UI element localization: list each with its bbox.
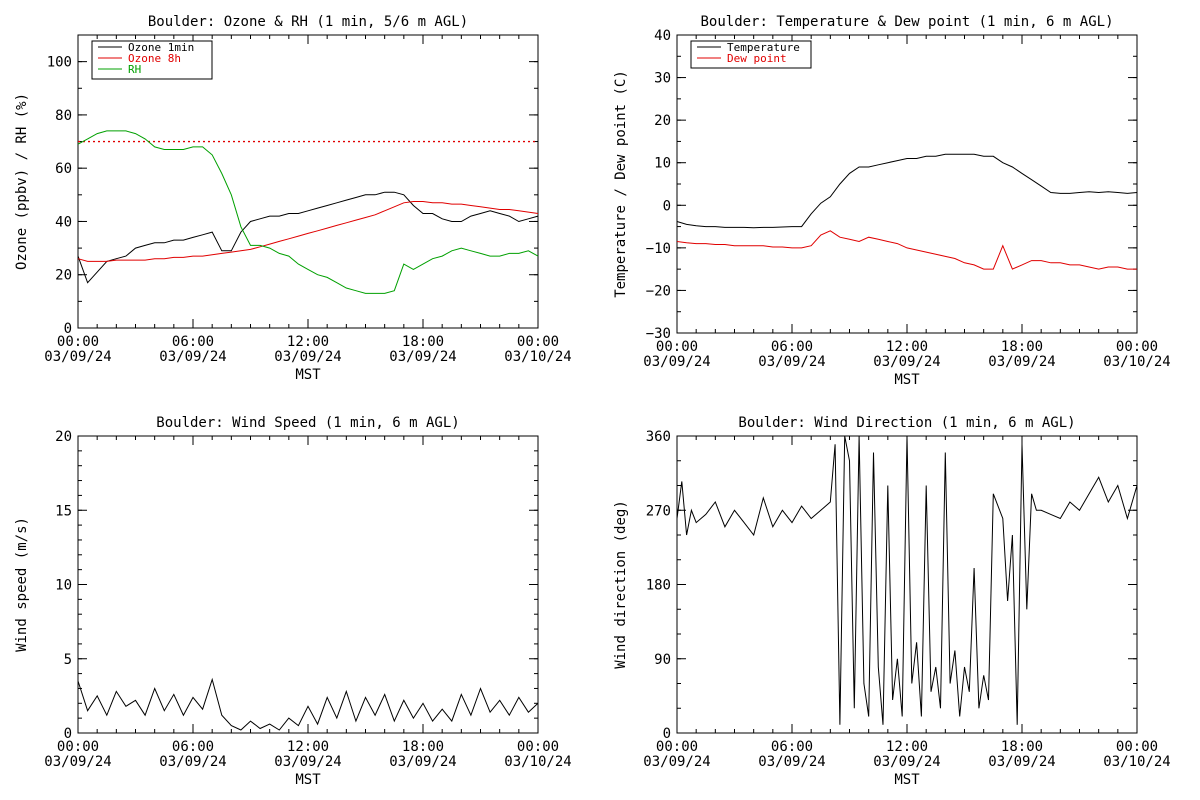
series-line-2 — [77, 201, 539, 262]
y-tick-label: 30 — [654, 71, 671, 87]
y-tick-label: 15 — [55, 503, 72, 519]
y-tick-label: 60 — [55, 161, 72, 177]
x-tick-date-label: 03/09/24 — [988, 354, 1055, 370]
x-tick-date-label: 03/09/24 — [44, 349, 111, 365]
plot-frame — [676, 435, 1138, 734]
y-axis-label: Ozone (ppbv) / RH (%) — [14, 93, 30, 270]
x-tick-label: 00:00 — [1116, 739, 1158, 755]
x-tick-label: 06:00 — [172, 739, 214, 755]
y-tick-label: 90 — [654, 652, 671, 668]
y-tick-label: 10 — [55, 578, 72, 594]
y-tick-label: 80 — [55, 108, 72, 124]
y-axis-label: Wind speed (m/s) — [14, 517, 30, 652]
series-line-3 — [77, 130, 539, 294]
x-tick-date-label: 03/10/24 — [1103, 354, 1170, 370]
x-tick-date-label: 03/09/24 — [389, 754, 456, 770]
series-line-2 — [676, 230, 1137, 270]
x-tick-date-label: 03/09/24 — [643, 354, 710, 370]
x-tick-label: 06:00 — [771, 339, 813, 355]
series-line-1 — [676, 153, 1138, 229]
x-tick-date-label: 03/10/24 — [1103, 754, 1170, 770]
legend-box — [690, 40, 812, 69]
x-tick-label: 06:00 — [771, 739, 813, 755]
y-tick-label: 40 — [55, 214, 72, 230]
x-tick-label: 18:00 — [1001, 339, 1043, 355]
chart-panel-3: Boulder: Wind Speed (1 min, 6 m AGL) 00:0… — [14, 415, 572, 788]
chart-title: Boulder: Wind Direction (1 min, 6 m AGL) — [738, 415, 1075, 431]
x-tick-date-label: 03/09/24 — [643, 754, 710, 770]
x-tick-date-label: 03/09/24 — [758, 754, 825, 770]
x-tick-date-label: 03/10/24 — [504, 349, 571, 365]
x-tick-date-label: 03/09/24 — [873, 354, 940, 370]
x-tick-date-label: 03/10/24 — [504, 754, 571, 770]
x-tick-label: 00:00 — [517, 334, 559, 350]
chart-panel-1: Boulder: Ozone & RH (1 min, 5/6 m AGL)00… — [14, 14, 572, 383]
x-tick-date-label: 03/09/24 — [274, 349, 341, 365]
x-tick-date-label: 03/09/24 — [159, 349, 226, 365]
y-tick-label: 0 — [663, 198, 671, 214]
y-tick-label: 20 — [654, 113, 671, 129]
x-axis-label: MST — [894, 372, 920, 388]
legend-label: Dew point — [727, 52, 787, 65]
y-axis-label: Temperature / Dew point (C) — [613, 70, 629, 298]
chart-title: Boulder: Ozone & RH (1 min, 5/6 m AGL) — [148, 14, 468, 30]
chart-title: Boulder: Temperature & Dew point (1 min,… — [700, 14, 1113, 30]
y-tick-label: 10 — [654, 156, 671, 172]
legend-label: RH — [128, 63, 141, 76]
y-tick-label: 360 — [646, 429, 671, 445]
y-tick-label: 0 — [64, 726, 72, 742]
chart-panel-4: Boulder: Wind Direction (1 min, 6 m AGL)… — [613, 415, 1171, 788]
y-tick-label: 20 — [55, 429, 72, 445]
plot-frame — [77, 435, 539, 734]
x-tick-label: 12:00 — [287, 739, 329, 755]
y-tick-label: 0 — [64, 321, 72, 337]
plot-frame — [676, 34, 1138, 334]
y-tick-label: 0 — [663, 726, 671, 742]
x-tick-label: 12:00 — [287, 334, 329, 350]
y-tick-label: 5 — [64, 652, 72, 668]
x-tick-date-label: 03/09/24 — [389, 349, 456, 365]
y-tick-label: 20 — [55, 268, 72, 284]
chart-title: Boulder: Wind Speed (1 min, 6 m AGL) — [156, 415, 459, 431]
x-tick-label: 00:00 — [656, 739, 698, 755]
x-tick-date-label: 03/09/24 — [274, 754, 341, 770]
y-tick-label: −10 — [646, 241, 671, 257]
x-axis-label: MST — [894, 772, 920, 788]
series-line-1 — [77, 191, 539, 284]
legend-label: Ozone 8h — [128, 52, 181, 65]
x-tick-date-label: 03/09/24 — [159, 754, 226, 770]
y-tick-label: −30 — [646, 326, 671, 342]
legend-label: Ozone 1min — [128, 41, 194, 54]
x-tick-label: 18:00 — [1001, 739, 1043, 755]
x-tick-date-label: 03/09/24 — [873, 754, 940, 770]
y-tick-label: 180 — [646, 578, 671, 594]
chart-panel-2: Boulder: Temperature & Dew point (1 min,… — [613, 14, 1171, 388]
x-tick-date-label: 03/09/24 — [988, 754, 1055, 770]
x-tick-label: 00:00 — [57, 334, 99, 350]
legend-label: Temperature — [727, 41, 800, 54]
x-tick-label: 18:00 — [402, 739, 444, 755]
x-tick-label: 00:00 — [57, 739, 99, 755]
y-tick-label: 270 — [646, 503, 671, 519]
x-tick-label: 00:00 — [656, 339, 698, 355]
y-axis-label: Wind direction (deg) — [613, 500, 629, 669]
y-tick-label: 40 — [654, 28, 671, 44]
x-tick-date-label: 03/09/24 — [44, 754, 111, 770]
x-tick-label: 06:00 — [172, 334, 214, 350]
series-line-1 — [77, 677, 539, 731]
x-tick-label: 18:00 — [402, 334, 444, 350]
x-tick-date-label: 03/09/24 — [758, 354, 825, 370]
x-axis-label: MST — [295, 772, 321, 788]
x-tick-label: 12:00 — [886, 339, 928, 355]
x-tick-label: 00:00 — [517, 739, 559, 755]
series-line-1 — [676, 435, 1138, 725]
x-axis-label: MST — [295, 367, 321, 383]
y-tick-label: 100 — [47, 55, 72, 71]
y-tick-label: −20 — [646, 283, 671, 299]
x-tick-label: 12:00 — [886, 739, 928, 755]
x-tick-label: 00:00 — [1116, 339, 1158, 355]
